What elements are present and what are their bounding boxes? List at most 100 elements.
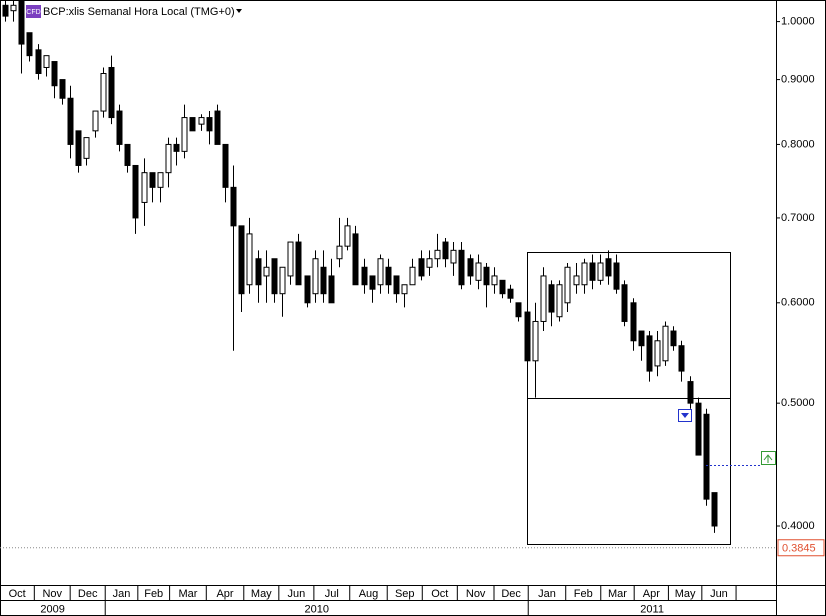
candle-body bbox=[132, 164, 139, 219]
candle-body bbox=[287, 241, 294, 277]
x-tick-label: Nov bbox=[466, 588, 486, 600]
x-tick-label: Jan bbox=[113, 588, 131, 600]
x-tick-label: Nov bbox=[42, 588, 62, 600]
candle-body bbox=[116, 110, 123, 145]
chart-title[interactable]: BCP:xlis Semanal Hora Local (TMG+0) bbox=[43, 6, 235, 18]
candle-body bbox=[35, 49, 42, 75]
x-tick-label: Jan bbox=[538, 588, 556, 600]
x-tick-label: Jul bbox=[325, 588, 339, 600]
candle-body bbox=[43, 55, 50, 68]
candle-body bbox=[312, 258, 319, 295]
badge: CFD bbox=[26, 9, 40, 16]
candle-body bbox=[304, 275, 311, 304]
candle-body bbox=[67, 97, 74, 145]
candle-body bbox=[499, 279, 506, 295]
candle-body bbox=[352, 233, 359, 286]
candle-body bbox=[255, 258, 262, 286]
y-tick-label: 0.6000 bbox=[781, 297, 815, 309]
candle-body bbox=[589, 262, 596, 281]
x-tick-label: Feb bbox=[574, 588, 593, 600]
y-tick-label: 0.9000 bbox=[781, 73, 815, 85]
candle-body bbox=[638, 330, 645, 347]
year-label: 2011 bbox=[640, 603, 664, 615]
candle-body bbox=[336, 245, 343, 260]
x-tick-label: Oct bbox=[9, 588, 26, 600]
y-tick-label: 0.4000 bbox=[781, 520, 815, 532]
candle-body bbox=[165, 143, 172, 174]
y-tick-label: 0.8000 bbox=[781, 138, 815, 150]
candle-body bbox=[206, 117, 213, 132]
candle-body bbox=[573, 275, 580, 286]
candle-body bbox=[51, 61, 58, 87]
candle-body bbox=[564, 266, 571, 304]
candle-body bbox=[320, 266, 327, 295]
candle-body bbox=[711, 492, 718, 527]
price-label-box bbox=[777, 539, 825, 557]
candle-body bbox=[532, 320, 539, 362]
candle-body bbox=[230, 186, 237, 227]
candle-body bbox=[695, 402, 702, 456]
x-tick-label: May bbox=[675, 588, 696, 600]
candle-body bbox=[548, 284, 555, 313]
candle-body bbox=[279, 266, 286, 295]
candle-body bbox=[149, 172, 156, 188]
candle-body bbox=[540, 275, 547, 322]
candle-body bbox=[2, 4, 9, 17]
candle-body bbox=[173, 143, 180, 152]
candle-body bbox=[556, 284, 563, 318]
x-tick-label: Sep bbox=[395, 588, 415, 600]
candle-body bbox=[409, 266, 416, 286]
candle-body bbox=[646, 335, 653, 372]
y-tick-label: 0.5000 bbox=[781, 397, 815, 409]
x-tick-label: Dec bbox=[78, 588, 98, 600]
candle-body bbox=[181, 117, 188, 152]
candle-body bbox=[515, 302, 522, 318]
candle-body bbox=[393, 275, 400, 295]
x-tick-label: Feb bbox=[144, 588, 163, 600]
x-tick-label: Mar bbox=[178, 588, 197, 600]
alert-icon bbox=[763, 454, 773, 463]
candle-body bbox=[467, 258, 474, 277]
candle-body bbox=[605, 258, 612, 277]
candle-body bbox=[18, 0, 25, 45]
candle-body bbox=[426, 258, 433, 268]
candle-body bbox=[198, 117, 205, 125]
candle-body bbox=[418, 258, 425, 277]
price-label: 0.3845 bbox=[782, 543, 816, 555]
candle-body bbox=[361, 266, 368, 286]
candle-body bbox=[26, 32, 33, 57]
candle-body bbox=[271, 258, 278, 295]
candle-body bbox=[507, 288, 514, 299]
title-dropdown[interactable] bbox=[236, 9, 242, 13]
candle-body bbox=[491, 275, 498, 286]
candle-body bbox=[214, 110, 221, 145]
x-tick-label: Apr bbox=[216, 588, 233, 600]
x-tick-label: May bbox=[251, 588, 272, 600]
candle-body bbox=[654, 340, 661, 367]
candle-body bbox=[385, 266, 392, 286]
candle-body bbox=[100, 73, 107, 112]
candle-body bbox=[581, 262, 588, 286]
candle-body bbox=[670, 330, 677, 347]
candle-body bbox=[483, 266, 490, 286]
x-tick-label: Jun bbox=[710, 588, 728, 600]
candle-body bbox=[295, 241, 302, 286]
candle-body bbox=[613, 262, 620, 290]
candle-body bbox=[75, 130, 82, 166]
candle-body bbox=[434, 249, 441, 260]
candle-body bbox=[10, 4, 17, 12]
badge-box bbox=[26, 5, 41, 18]
candle-body bbox=[246, 233, 253, 286]
candle-body bbox=[678, 345, 685, 372]
candle-body bbox=[141, 172, 148, 203]
candle-body bbox=[157, 172, 164, 188]
y-tick-label: 1.0000 bbox=[781, 15, 815, 27]
candle-body bbox=[263, 266, 270, 277]
x-tick-label: Jun bbox=[287, 588, 305, 600]
candle-body bbox=[83, 137, 90, 159]
candle-body bbox=[630, 302, 637, 342]
candle-body bbox=[687, 381, 694, 404]
